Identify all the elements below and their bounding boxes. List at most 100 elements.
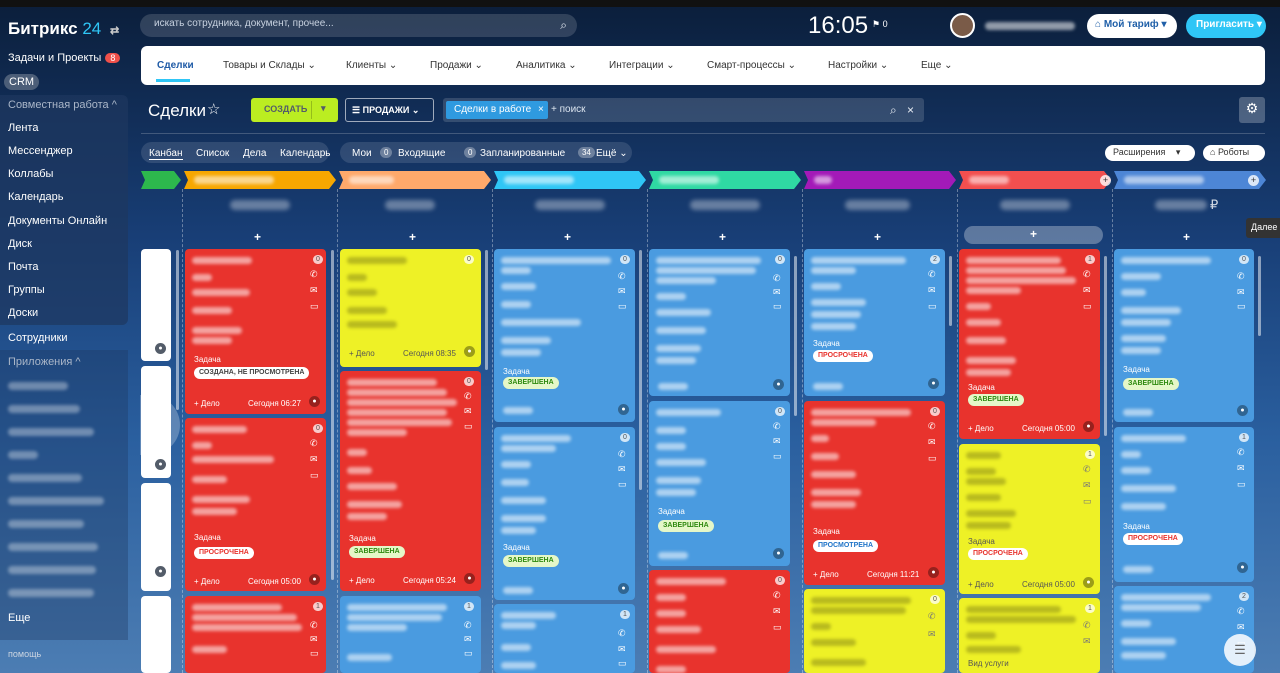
view-calendar[interactable]: Календарь <box>280 148 331 159</box>
quick-add-deal-button[interactable]: + <box>719 230 727 244</box>
sidebar-item-groups[interactable]: Группы <box>8 284 45 296</box>
column-scrollbar[interactable] <box>1104 256 1107 436</box>
mail-icon[interactable]: ✉ <box>310 285 318 295</box>
deal-card-partial[interactable]: ● <box>141 366 171 478</box>
quick-add-deal-button[interactable]: + <box>254 230 262 244</box>
sidebar-item-crm[interactable]: CRM <box>4 74 40 90</box>
deal-card[interactable]: 0 ✆ ✉ ▭ Задача ЗАВЕРШЕНА ● <box>649 401 790 566</box>
bitrix24-logo[interactable]: Битрикс 24 ⇄ <box>8 19 119 39</box>
deal-card-partial[interactable] <box>141 596 171 673</box>
deal-card[interactable]: 2 ✆ ✉ ▭ Задача ПРОСРОЧЕНА ● <box>804 249 945 396</box>
sidebar-item-mail[interactable]: Почта <box>8 261 39 273</box>
filter-search-input[interactable]: + поиск <box>551 104 586 115</box>
mail-icon[interactable]: ✉ <box>928 629 936 639</box>
phone-icon[interactable]: ✆ <box>618 271 626 281</box>
stage-header[interactable] <box>1114 171 1266 189</box>
chat-icon[interactable]: ▭ <box>928 453 937 463</box>
invite-button[interactable]: Пригласить ▾ <box>1186 14 1266 38</box>
mail-icon[interactable]: ✉ <box>618 286 626 296</box>
deal-card-partial[interactable]: ● <box>141 483 171 591</box>
sidebar-apps-title[interactable]: Приложения ^ <box>8 356 81 368</box>
blurred-app-item[interactable] <box>8 428 94 436</box>
mail-icon[interactable]: ✉ <box>1083 636 1091 646</box>
sidebar-item-feed[interactable]: Лента <box>8 122 39 134</box>
phone-icon[interactable]: ✆ <box>310 620 318 630</box>
mail-icon[interactable]: ✉ <box>310 454 318 464</box>
help-link[interactable]: помощь <box>8 649 42 659</box>
sidebar-item-messenger[interactable]: Мессенджер <box>8 145 73 157</box>
stage-header[interactable] <box>804 171 956 189</box>
counter-incoming[interactable]: Входящие <box>398 148 446 159</box>
tab-analytics[interactable]: Аналитика ⌄ <box>516 60 577 71</box>
column-scrollbar[interactable] <box>331 250 334 580</box>
sidebar-item-collabs[interactable]: Коллабы <box>8 168 54 180</box>
sidebar-item-calendar[interactable]: Календарь <box>8 191 64 203</box>
phone-icon[interactable]: ✆ <box>1083 269 1091 279</box>
sidebar-item-more[interactable]: Еще <box>8 612 31 624</box>
deal-card[interactable]: 1 ✆ ✉ ▭ Задача ПРОСРОЧЕНА ● <box>1114 427 1254 582</box>
user-icon[interactable]: ● <box>928 378 939 389</box>
deal-card[interactable]: 0 ✆ ✉ ▭ ● <box>649 249 790 396</box>
column-scrollbar[interactable] <box>485 250 488 370</box>
user-name-blurred[interactable] <box>985 22 1075 30</box>
mail-icon[interactable]: ✉ <box>773 606 781 616</box>
deal-card[interactable]: 1 ✆ ✉ ▭ <box>185 596 326 673</box>
user-icon[interactable]: ● <box>773 548 784 559</box>
chat-icon[interactable]: ▭ <box>310 301 319 311</box>
deal-card[interactable]: 0 ✆ ✉ ▭ Задача ЗАВЕРШЕНА ● <box>494 427 635 600</box>
blurred-app-item[interactable] <box>8 382 68 390</box>
blurred-app-item[interactable] <box>8 497 104 505</box>
chat-icon[interactable]: ▭ <box>1083 496 1092 506</box>
tab-smart-processes[interactable]: Смарт-процессы ⌄ <box>707 60 796 71</box>
view-activities[interactable]: Дела <box>243 148 267 159</box>
my-tariff-button[interactable]: ⌂ Мой тариф ▾ <box>1087 14 1177 38</box>
phone-icon[interactable]: ✆ <box>1083 464 1091 474</box>
user-icon[interactable]: ● <box>1237 562 1248 573</box>
tab-clients[interactable]: Клиенты ⌄ <box>346 60 397 71</box>
deal-card[interactable]: 1 ✆ ✉ ▭ Задача ЗАВЕРШЕНА + Дело Сегодня … <box>959 249 1100 439</box>
counter-more[interactable]: Ещё ⌄ <box>596 148 628 159</box>
phone-icon[interactable]: ✆ <box>1237 271 1245 281</box>
phone-icon[interactable]: ✆ <box>1237 447 1245 457</box>
phone-icon[interactable]: ✆ <box>773 590 781 600</box>
mail-icon[interactable]: ✉ <box>1237 622 1245 632</box>
quick-add-deal-button[interactable]: + <box>564 230 572 244</box>
phone-icon[interactable]: ✆ <box>1237 606 1245 616</box>
mail-icon[interactable]: ✉ <box>464 634 472 644</box>
counter-planned[interactable]: Запланированные <box>480 148 566 159</box>
add-activity-link[interactable]: + Дело <box>968 424 994 433</box>
chat-menu-icon[interactable]: ☰ <box>1224 634 1256 666</box>
add-activity-link[interactable]: + Дело <box>194 399 220 408</box>
robots-button[interactable]: ⌂ Роботы <box>1203 145 1265 161</box>
user-icon[interactable]: ● <box>1237 405 1248 416</box>
clear-icon[interactable]: × <box>907 103 915 117</box>
chat-icon[interactable]: ▭ <box>1237 301 1246 311</box>
mail-icon[interactable]: ✉ <box>1237 287 1245 297</box>
user-icon[interactable]: ● <box>1083 421 1094 432</box>
add-stage-icon[interactable]: + <box>1248 175 1259 186</box>
phone-icon[interactable]: ✆ <box>310 269 318 279</box>
sidebar-item-tasks[interactable]: Задачи и Проекты 8 <box>8 52 121 64</box>
mail-icon[interactable]: ✉ <box>928 285 936 295</box>
extensions-button[interactable]: Расширения ▾ <box>1105 145 1195 161</box>
column-scrollbar[interactable] <box>176 250 179 410</box>
chat-icon[interactable]: ▭ <box>310 470 319 480</box>
chevron-down-icon[interactable]: ▾ <box>321 103 326 113</box>
user-icon[interactable]: ● <box>309 396 320 407</box>
chat-icon[interactable]: ▭ <box>464 648 473 658</box>
deal-card[interactable]: 0 ✆ ✉ ▭ Задача ЗАВЕРШЕНА ● <box>494 249 635 422</box>
mail-icon[interactable]: ✉ <box>618 644 626 654</box>
deal-card[interactable]: 0 ✆ ✉ <box>804 589 945 673</box>
filter-search-bar[interactable]: Сделки в работе × + поиск ⌕ × <box>443 98 924 122</box>
counter-mine[interactable]: Мои <box>352 148 372 159</box>
column-scrollbar[interactable] <box>949 256 952 326</box>
add-activity-link[interactable]: + Дело <box>194 577 220 586</box>
stage-header-partial[interactable] <box>141 171 181 189</box>
sidebar-item-documents[interactable]: Документы Онлайн <box>8 215 108 227</box>
user-avatar[interactable] <box>950 13 975 38</box>
search-icon[interactable]: ⌕ <box>560 18 567 32</box>
phone-icon[interactable]: ✆ <box>618 628 626 638</box>
deal-card[interactable]: 1 ✆ ✉ ▭ <box>340 596 481 673</box>
column-scrollbar[interactable] <box>1258 256 1261 336</box>
phone-icon[interactable]: ✆ <box>464 620 472 630</box>
